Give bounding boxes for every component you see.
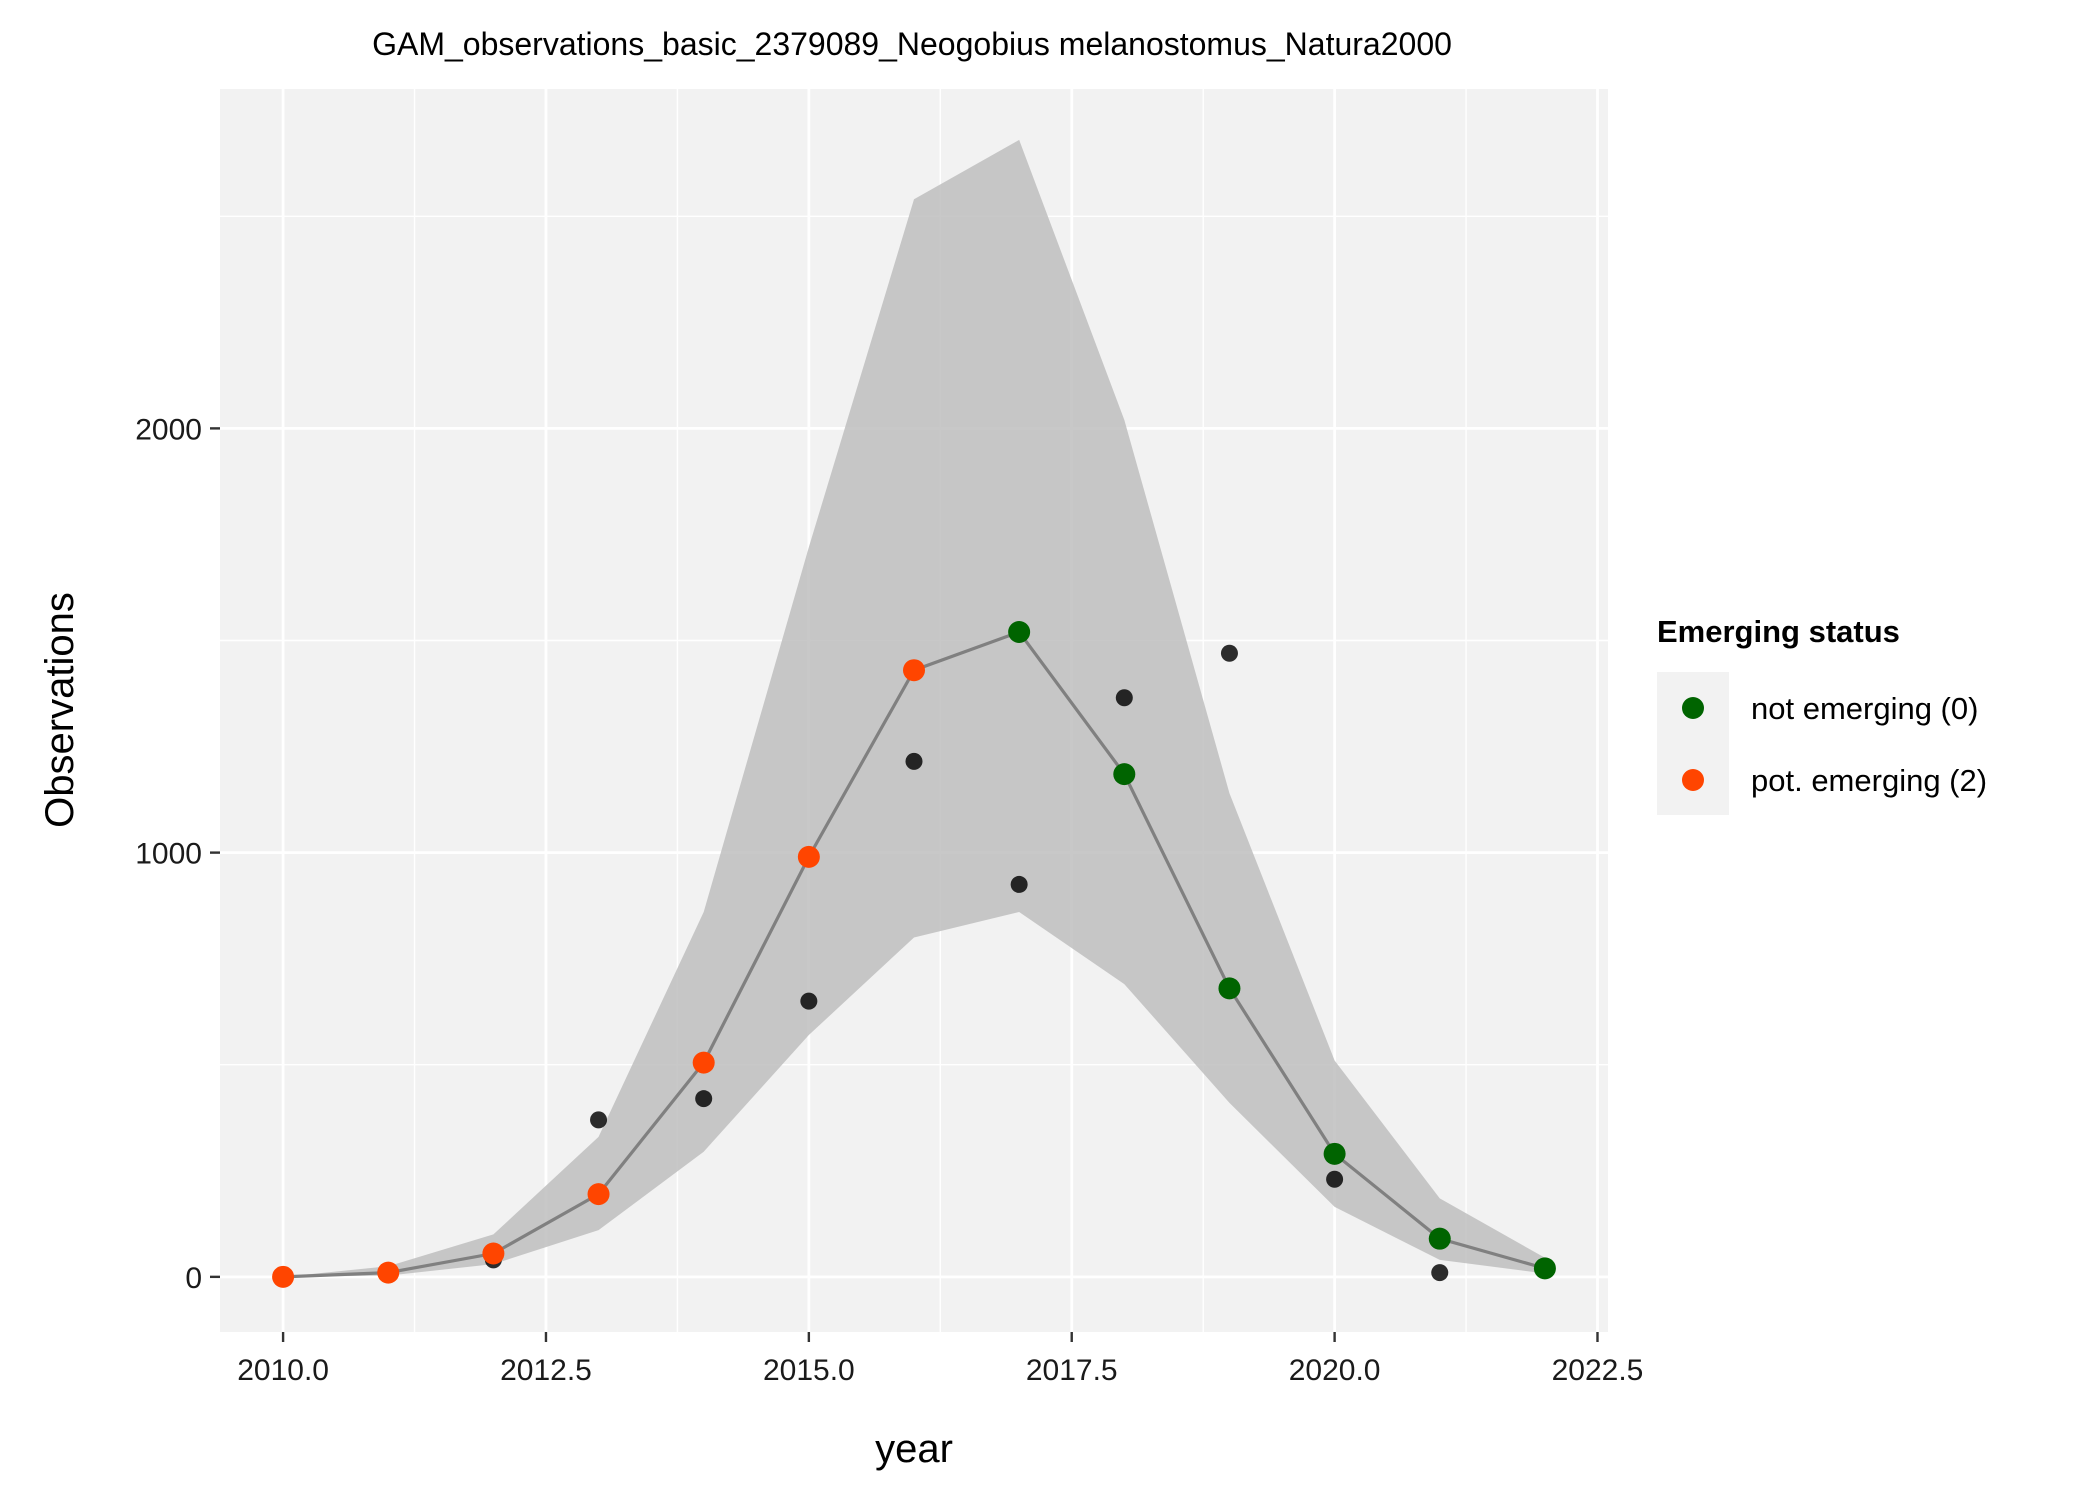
x-axis: 2010.0 2012.5 2015.0 2017.5 2020.0 2022.5 xyxy=(237,1332,1643,1387)
fitted-point xyxy=(1008,621,1031,644)
observed-point xyxy=(800,992,818,1010)
fitted-point xyxy=(587,1183,610,1206)
fitted-point xyxy=(903,659,925,682)
fitted-point xyxy=(1218,977,1241,1000)
y-axis-title: Observations xyxy=(38,592,82,828)
fitted-point xyxy=(1113,763,1136,786)
fitted-point xyxy=(797,845,820,868)
x-axis-title: year xyxy=(875,1427,953,1471)
observed-point xyxy=(1431,1264,1449,1282)
observed-point xyxy=(695,1090,713,1108)
y-axis: 0 1000 2000 xyxy=(135,413,220,1295)
plot-title: GAM_observations_basic_2379089_Neogobius… xyxy=(372,26,1452,62)
fitted-point xyxy=(1323,1142,1346,1165)
legend-key-not-emerging xyxy=(1682,697,1704,719)
x-tick-label: 2017.5 xyxy=(1026,1354,1118,1387)
fitted-point xyxy=(1428,1227,1451,1250)
observed-point xyxy=(1010,875,1028,893)
legend-label-not-emerging: not emerging (0) xyxy=(1751,691,1978,726)
legend: Emerging status not emerging (0) pot. em… xyxy=(1657,614,1987,815)
observed-point xyxy=(1115,689,1133,707)
legend-key-pot-emerging xyxy=(1682,769,1704,791)
observed-point xyxy=(1220,644,1238,662)
x-tick-label: 2010.0 xyxy=(237,1354,329,1387)
y-tick-label: 0 xyxy=(185,1262,202,1295)
y-tick-label: 1000 xyxy=(135,838,202,871)
fitted-point xyxy=(377,1261,400,1284)
y-tick-label: 2000 xyxy=(135,413,202,446)
x-tick-label: 2022.5 xyxy=(1552,1354,1644,1387)
observed-point xyxy=(590,1111,608,1129)
fitted-point xyxy=(482,1242,505,1265)
fitted-points-layer xyxy=(272,621,1556,1288)
legend-key-background xyxy=(1657,672,1729,815)
observed-point xyxy=(1326,1170,1344,1188)
x-tick-label: 2015.0 xyxy=(763,1354,855,1387)
x-tick-label: 2020.0 xyxy=(1289,1354,1381,1387)
x-tick-label: 2012.5 xyxy=(500,1354,592,1387)
observed-point xyxy=(905,752,923,770)
legend-label-pot-emerging: pot. emerging (2) xyxy=(1751,763,1987,798)
fitted-point xyxy=(272,1265,295,1288)
fitted-point xyxy=(692,1051,715,1074)
legend-title: Emerging status xyxy=(1657,614,1900,649)
fitted-point xyxy=(1533,1257,1556,1280)
